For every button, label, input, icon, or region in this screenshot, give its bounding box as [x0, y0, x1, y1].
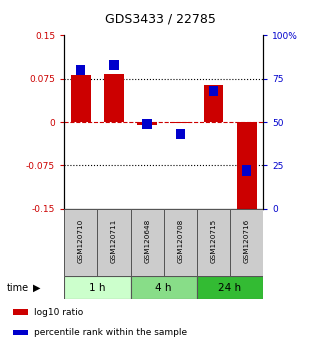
Bar [197, 209, 230, 276]
Bar [237, 122, 256, 216]
Bar [131, 276, 197, 299]
Bar [137, 122, 157, 125]
Text: time: time [6, 282, 29, 293]
Text: GSM120648: GSM120648 [144, 219, 150, 263]
Text: 4 h: 4 h [155, 282, 172, 293]
Bar [209, 86, 218, 96]
Text: GDS3433 / 22785: GDS3433 / 22785 [105, 12, 216, 25]
Text: 24 h: 24 h [219, 282, 242, 293]
Bar [13, 309, 28, 315]
Text: 1 h: 1 h [89, 282, 106, 293]
Bar [170, 122, 190, 123]
Text: GSM120710: GSM120710 [78, 219, 84, 263]
Bar [230, 209, 263, 276]
Bar [109, 60, 118, 70]
Bar [197, 276, 263, 299]
Bar [13, 330, 28, 335]
Bar [176, 129, 185, 139]
Text: GSM120716: GSM120716 [244, 219, 250, 263]
Bar [164, 209, 197, 276]
Bar [64, 276, 131, 299]
Bar [204, 85, 223, 122]
Text: GSM120715: GSM120715 [211, 219, 216, 263]
Text: log10 ratio: log10 ratio [34, 308, 83, 316]
Bar [64, 209, 97, 276]
Bar [97, 209, 131, 276]
Bar [131, 209, 164, 276]
Text: percentile rank within the sample: percentile rank within the sample [34, 328, 187, 337]
Text: GSM120711: GSM120711 [111, 219, 117, 263]
Bar [104, 74, 124, 122]
Bar [76, 65, 85, 75]
Bar [143, 119, 152, 129]
Text: GSM120708: GSM120708 [177, 219, 183, 263]
Text: ▶: ▶ [33, 282, 41, 293]
Bar [71, 75, 91, 122]
Bar [242, 166, 251, 176]
